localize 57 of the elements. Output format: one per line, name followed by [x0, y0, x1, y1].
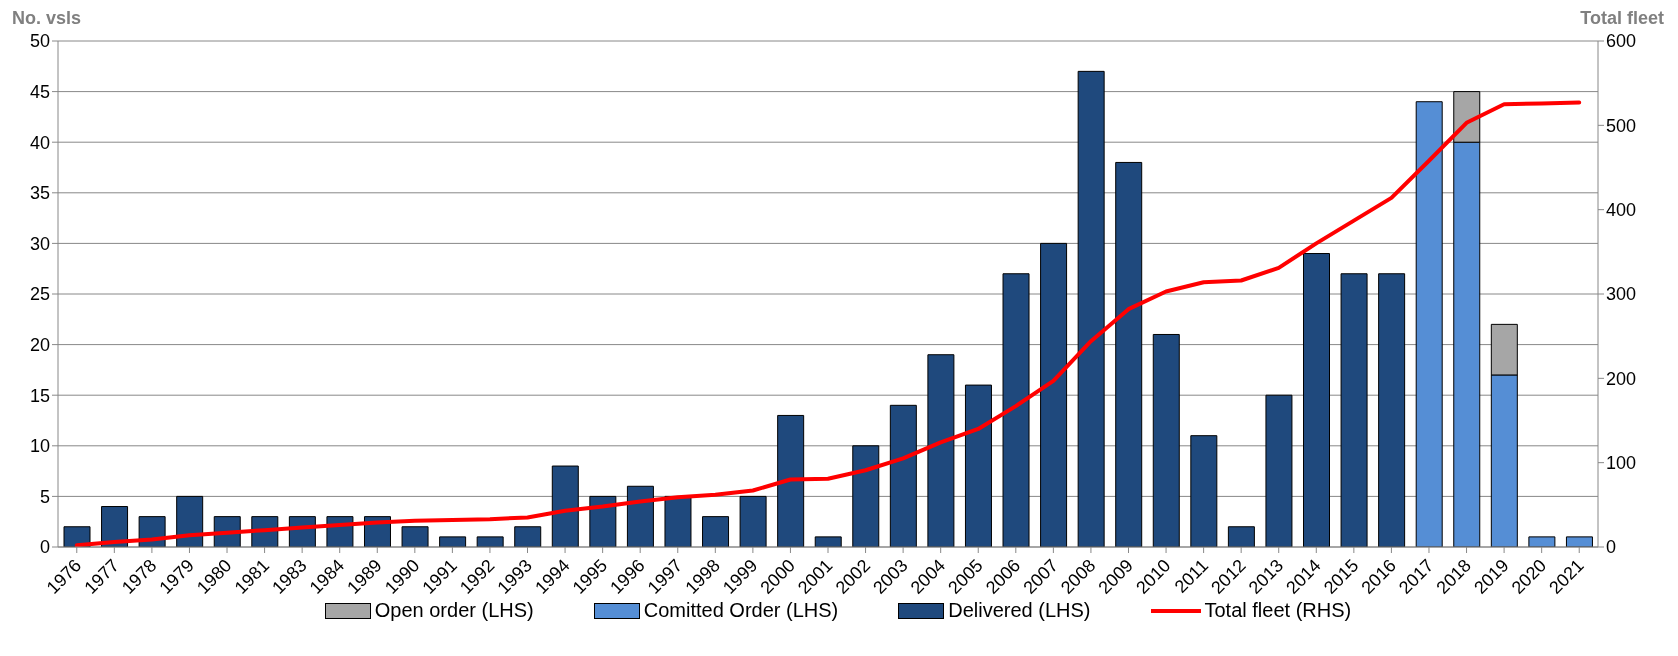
bar: [1115, 161, 1143, 547]
bar: [852, 445, 880, 547]
bar: [1152, 333, 1180, 547]
y-axis-title: No. vsls: [12, 8, 82, 29]
y2-tick-label: 500: [1606, 115, 1637, 136]
bar: [814, 536, 842, 547]
y2-tick-label: 400: [1606, 200, 1637, 221]
y2-tick-label: 100: [1606, 453, 1637, 474]
legend-label: Total fleet (RHS): [1204, 599, 1352, 622]
bar: [889, 404, 917, 547]
bar: [514, 526, 542, 547]
y2-axis-title: Total fleet: [1580, 8, 1664, 29]
line-series: [74, 100, 1582, 547]
bar: [1340, 273, 1368, 547]
bar: [1528, 536, 1556, 547]
bar: [1077, 70, 1105, 547]
y-tick-label: 15: [29, 385, 50, 406]
y-tick-label: 50: [29, 31, 50, 52]
bar: [964, 384, 992, 547]
y2-tick-label: 600: [1606, 31, 1637, 52]
y-tick-label: 35: [29, 183, 50, 204]
legend-label: Open order (LHS): [374, 599, 534, 622]
bar: [401, 526, 429, 547]
y2-tick-label: 0: [1606, 537, 1617, 558]
bar: [176, 495, 204, 547]
y-tick-label: 10: [29, 436, 50, 457]
y-tick-label: 20: [29, 334, 50, 355]
y2-tick-label: 200: [1606, 368, 1637, 389]
bar: [927, 354, 955, 547]
y2-tick-label: 300: [1606, 284, 1637, 305]
bar: [1040, 242, 1068, 547]
bar: [1303, 253, 1331, 547]
bar: [1190, 435, 1218, 547]
bar: [1002, 273, 1030, 547]
legend-label: Delivered (LHS): [948, 599, 1091, 622]
y-tick-label: 45: [29, 81, 50, 102]
bar: [664, 495, 692, 547]
bar: [702, 516, 730, 547]
bar: [63, 526, 91, 547]
bar: [439, 536, 467, 547]
y-tick-label: 30: [29, 233, 50, 254]
bar: [1378, 273, 1406, 547]
y-tick-label: 40: [29, 132, 50, 153]
bar: [1265, 394, 1293, 547]
bar: [1227, 526, 1255, 547]
bar: [1415, 101, 1443, 547]
bar: [589, 495, 617, 547]
y-tick-label: 5: [39, 486, 50, 507]
bar: [1565, 536, 1593, 547]
bar: [551, 465, 579, 547]
bar: [777, 414, 805, 547]
y-tick-label: 0: [39, 537, 50, 558]
bar: [739, 495, 767, 547]
legend-label: Comitted Order (LHS): [643, 599, 839, 622]
bar: [626, 485, 654, 547]
y-tick-label: 25: [29, 284, 50, 305]
bar: [476, 536, 504, 547]
